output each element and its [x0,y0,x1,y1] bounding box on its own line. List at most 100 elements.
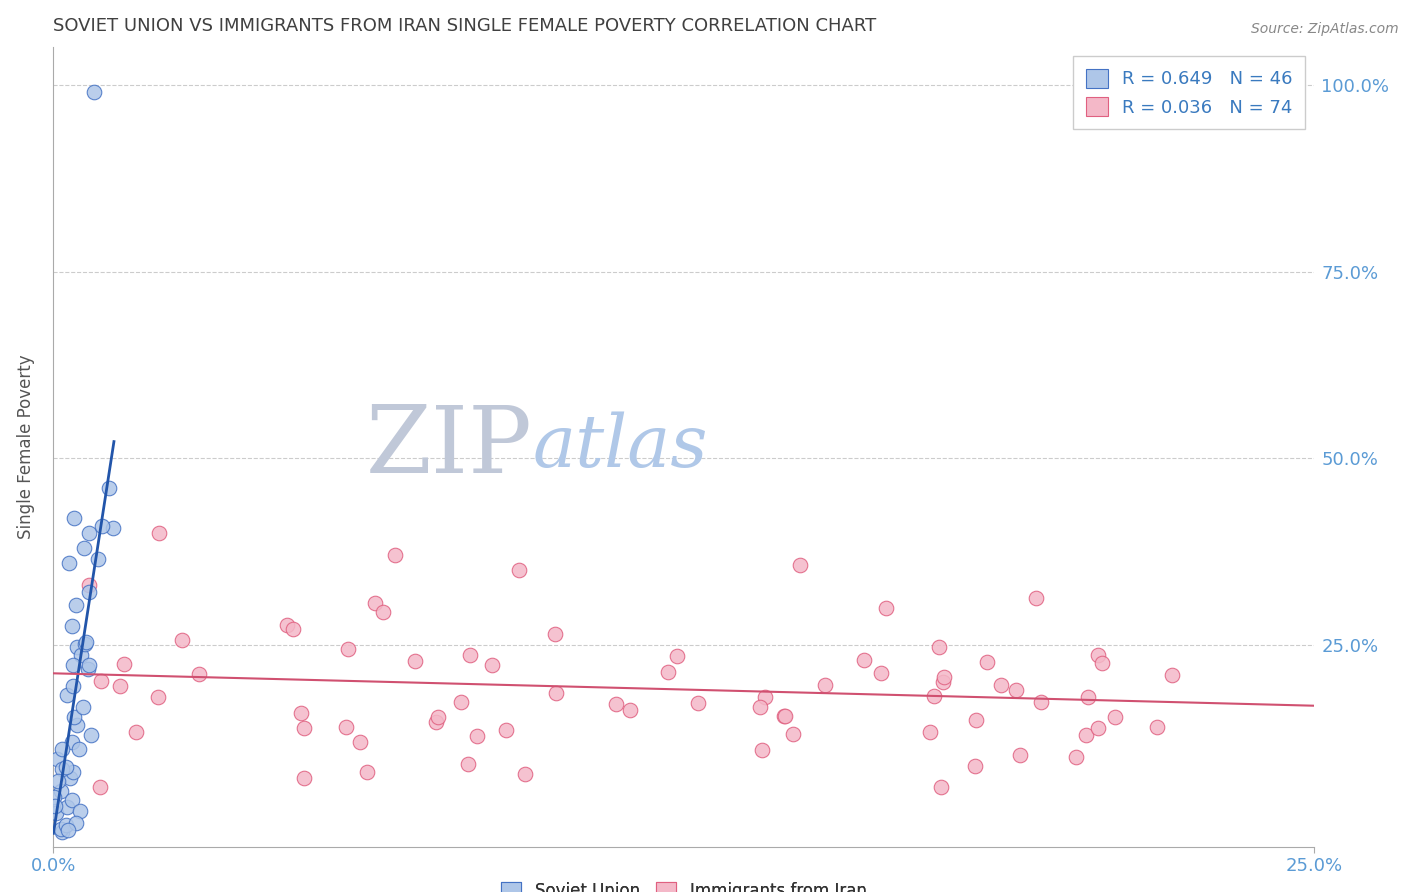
Point [1025,591,1047,605]
Point [544,686,567,700]
Point [976,656,998,670]
Point [290,706,312,720]
Point [425,715,447,730]
Point [108,679,131,693]
Point [544,627,567,641]
Point [852,653,875,667]
Point [58,556,80,570]
Point [965,759,987,773]
Point [62,511,84,525]
Point [495,723,517,737]
Point [51,762,73,776]
Point [1077,690,1099,704]
Point [66,717,89,731]
Point [65,640,87,654]
Point [1005,683,1028,698]
Point [773,709,796,723]
Point [965,713,987,727]
Point [73,541,96,555]
Point [773,709,796,723]
Point [1087,648,1109,662]
Point [60,793,83,807]
Point [45,752,67,766]
Text: SOVIET UNION VS IMMIGRANTS FROM IRAN SINGLE FEMALE POVERTY CORRELATION CHART: SOVIET UNION VS IMMIGRANTS FROM IRAN SIN… [53,17,877,35]
Point [450,695,472,709]
Point [89,780,111,794]
Point [77,526,100,541]
Point [356,765,378,780]
Point [49,784,72,798]
Point [384,549,406,563]
Point [465,729,488,743]
Point [51,822,73,837]
Point [870,666,893,681]
Point [55,818,77,832]
Point [1064,750,1087,764]
Point [481,657,503,672]
Point [77,585,100,599]
Point [1104,710,1126,724]
Point [814,678,837,692]
Point [929,780,952,794]
Point [51,825,73,839]
Point [45,805,67,820]
Point [80,728,103,742]
Point [90,673,112,688]
Text: atlas: atlas [533,412,709,483]
Point [148,526,170,541]
Point [62,735,84,749]
Point [69,742,91,756]
Point [276,618,298,632]
Point [605,698,627,712]
Point [932,674,955,689]
Point [77,658,100,673]
Point [62,679,84,693]
Point [42,789,65,804]
Point [59,772,82,786]
Point [1161,668,1184,682]
Point [789,558,811,573]
Point [44,798,66,813]
Point [62,658,84,673]
Point [1076,728,1098,742]
Point [657,665,679,680]
Point [77,662,100,676]
Point [666,649,689,664]
Point [125,725,148,739]
Point [281,622,304,636]
Point [426,710,449,724]
Point [187,666,209,681]
Point [688,696,710,710]
Point [51,742,73,756]
Point [335,720,357,734]
Point [932,670,955,684]
Point [65,816,87,830]
Point [364,596,387,610]
Point [87,552,110,566]
Point [782,727,804,741]
Legend: Soviet Union, Immigrants from Iran: Soviet Union, Immigrants from Iran [495,875,873,892]
Point [56,688,79,702]
Point [72,700,94,714]
Text: ZIP: ZIP [366,402,533,492]
Point [1146,720,1168,734]
Point [98,481,121,495]
Point [56,822,79,837]
Point [336,642,359,657]
Point [73,637,96,651]
Point [63,710,86,724]
Point [101,521,124,535]
Point [990,677,1012,691]
Point [60,619,83,633]
Y-axis label: Single Female Poverty: Single Female Poverty [17,355,35,540]
Point [748,700,770,714]
Point [754,690,776,705]
Point [371,605,394,619]
Point [70,648,93,662]
Text: Source: ZipAtlas.com: Source: ZipAtlas.com [1251,22,1399,37]
Point [751,743,773,757]
Point [46,774,69,789]
Point [292,771,315,785]
Point [65,598,87,612]
Point [75,635,97,649]
